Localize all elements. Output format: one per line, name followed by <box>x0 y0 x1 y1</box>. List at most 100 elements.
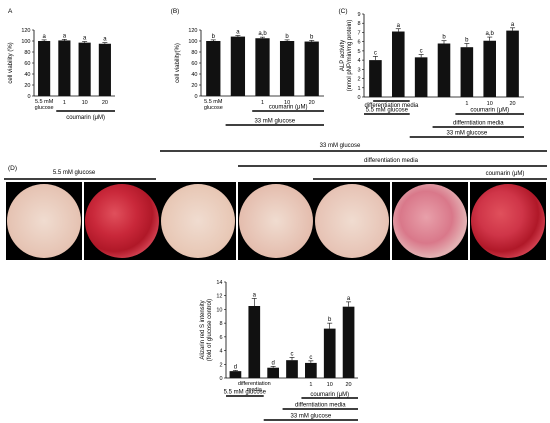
y-tick-label: 7 <box>357 30 360 36</box>
bar <box>98 43 111 96</box>
y-tick-label: 9 <box>357 12 360 18</box>
y-tick-label: 5 <box>357 49 360 55</box>
bar <box>506 30 519 98</box>
bar <box>323 328 336 378</box>
y-tick-label: 80 <box>24 50 30 56</box>
micrograph-tile <box>470 182 546 260</box>
diff2-bracket-label: differntiation media <box>453 121 504 127</box>
x-tick-label: media <box>247 387 263 393</box>
significance-label: b <box>310 34 314 40</box>
significance-label: b <box>442 35 446 41</box>
micrograph-field <box>471 184 545 258</box>
header-33mm-label: 33 mM glucose <box>320 143 361 149</box>
micrograph-tile <box>238 182 314 260</box>
x-tick-label: 10 <box>487 101 493 107</box>
panel-c-plot: (C) 0 1 2 3 4 5 6 7 8 9 ALP activity (nmol pNP/min/m… <box>338 8 524 138</box>
micrograph-field <box>7 184 81 258</box>
panel-b-label: (B) <box>171 8 180 15</box>
bar <box>286 360 298 378</box>
coumarin-bracket-label: coumarin (μM) <box>269 105 308 111</box>
significance-label: a,b <box>258 31 267 37</box>
micrograph-tile <box>6 182 82 260</box>
x-tick-label: 10 <box>327 382 333 388</box>
y-tick-label: 2 <box>357 77 360 83</box>
significance-label: a <box>42 34 46 40</box>
bar <box>305 362 317 378</box>
diff-bracket-label: differntiation media <box>295 403 346 409</box>
x-tick-label: 1 <box>465 101 468 107</box>
y-tick-label: 4 <box>219 349 222 355</box>
y-tick-label: 40 <box>24 72 30 78</box>
header-diff-label: differentiation media <box>364 158 419 164</box>
micrograph-tile <box>392 182 468 260</box>
glucose-33-bracket-label: 33 mM glucose <box>254 119 295 125</box>
significance-label: d <box>234 364 237 370</box>
y-tick-label: 6 <box>219 335 222 341</box>
x-tick-label: 1 <box>309 382 312 388</box>
y-axis-title: Alizarin red S intensity <box>200 300 206 359</box>
y-tick-label: 12 <box>216 294 222 300</box>
x-tick-label: 5.5 mM <box>35 99 54 105</box>
header-5-5mm-label: 5.5 mM glucose <box>53 170 96 176</box>
y-tick-label: 8 <box>219 321 222 327</box>
micrograph-tile <box>160 182 236 260</box>
y-tick-label: 40 <box>191 72 197 78</box>
y-tick-label: 20 <box>191 83 197 89</box>
x-tick-label: glucose <box>35 105 54 111</box>
bar <box>230 36 246 96</box>
y-axis-title: ALP activity <box>340 40 346 71</box>
significance-label: a <box>347 296 351 302</box>
y-tick-label: 120 <box>21 28 30 34</box>
y-axis-title: cell viability(%) <box>175 43 181 83</box>
x-tick-label: 20 <box>346 382 352 388</box>
bar <box>369 60 382 97</box>
y-tick-label: 0 <box>27 94 30 100</box>
y-tick-label: 8 <box>357 21 360 27</box>
panel-a-label: A <box>8 8 13 15</box>
bar <box>38 41 51 96</box>
significance-label: a <box>253 292 257 298</box>
bar <box>460 47 474 97</box>
micrograph-tile <box>84 182 160 260</box>
x-tick-label: 20 <box>102 100 108 106</box>
significance-label: b <box>212 34 216 40</box>
x-tick-label: 20 <box>309 100 315 106</box>
y-tick-label: 60 <box>191 61 197 67</box>
bar <box>248 306 261 378</box>
y-tick-label: 14 <box>216 280 222 286</box>
panel-d-plot: 0 2 4 6 8 10 12 14 Alizarin red S intensity (fold… <box>200 280 358 421</box>
significance-label: b <box>465 38 469 44</box>
significance-label: c <box>374 50 377 56</box>
y-tick-label: 0 <box>194 94 197 100</box>
x-tick-label: 10 <box>284 100 290 106</box>
significance-label: d <box>271 360 274 366</box>
significance-label: a <box>83 36 87 42</box>
micrograph-field <box>315 184 389 258</box>
micrograph-field <box>161 184 235 258</box>
header-coumarin-label: coumarin (μM) <box>486 171 525 177</box>
bar <box>206 41 221 96</box>
significance-label: a <box>103 37 107 43</box>
x-tick-label: 1 <box>63 100 66 106</box>
glucose-5-5-bracket-label: 5.5 mM glucose <box>366 108 409 114</box>
y-axis-title: (fold of glucose control) <box>207 299 213 361</box>
significance-label: c <box>309 355 312 361</box>
y-tick-label: 1 <box>357 86 360 92</box>
y-tick-label: 80 <box>191 50 197 56</box>
y-tick-label: 6 <box>357 40 360 46</box>
bar <box>267 367 279 378</box>
y-axis-title: cell viability (%) <box>8 42 14 83</box>
y-tick-label: 10 <box>216 307 222 313</box>
bar <box>342 306 355 378</box>
y-tick-label: 0 <box>357 95 360 101</box>
glucose-5-5-bracket-label: 5.5 mM glucose <box>224 390 267 396</box>
significance-label: b <box>328 317 332 323</box>
bar <box>255 38 270 96</box>
